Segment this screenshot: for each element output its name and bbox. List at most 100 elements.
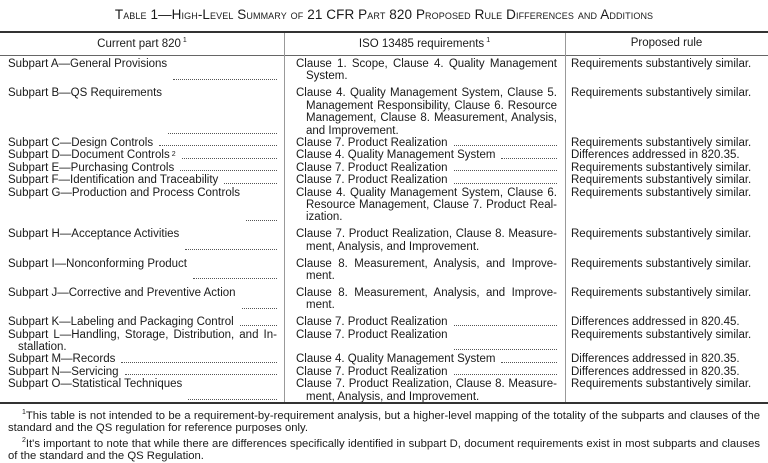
dot-leader — [181, 149, 277, 159]
cell-iso: Clause 4. Quality Management System — [284, 149, 565, 161]
cell-text: Clause 7. Product Realization, Clause 8.… — [296, 228, 557, 253]
cell-iso: Clause 4. Quality Management System — [284, 353, 565, 365]
cell-text: Clause 7. Product Realization, Clause 8.… — [296, 378, 557, 403]
cell-text: Subpart O—Statistical Techniques — [8, 378, 183, 391]
cell-text: Requirements substantively similar. — [571, 257, 752, 270]
cell-current-part: Subpart J—Corrective and Preventive Acti… — [0, 287, 284, 312]
cell-text: Subpart C—Design Controls — [8, 136, 154, 149]
cell-proposed-rule: Differences addressed in 820.35. — [565, 353, 768, 365]
footnote-1: 1This table is not intended to be a requ… — [8, 407, 760, 435]
header-current-part: Current part 820 1 — [0, 37, 284, 50]
dot-leader — [453, 162, 557, 172]
footnote-ref: 1 — [182, 37, 187, 44]
cell-text: Subpart N—Servicing — [8, 365, 119, 378]
cell-text: Subpart B—QS Requirements — [8, 87, 163, 100]
footnote-2: 2It's important to note that while there… — [8, 435, 760, 463]
cell-text: Subpart E—Purchasing Controls — [8, 161, 175, 174]
cell-current-part: Subpart B—QS Requirements — [0, 87, 284, 137]
dot-leader — [241, 287, 277, 309]
cell-text: Subpart F—Identification and Traceabilit… — [8, 174, 219, 187]
cell-iso: Clause 7. Product Realization — [284, 329, 565, 354]
cell-current-part: Subpart M—Records — [0, 353, 284, 365]
cell-proposed-rule: Requirements substantively similar. — [565, 174, 768, 186]
cell-text: Clause 7. Product Realization — [296, 316, 448, 329]
top-rule — [0, 31, 768, 33]
cell-current-part: Subpart D—Document Controls 2 — [0, 149, 284, 161]
footnote-mark: 1 — [22, 409, 26, 416]
cell-proposed-rule: Differences addressed in 820.35. — [565, 149, 768, 161]
cell-current-part: Subpart L—Handling, Storage, Distributio… — [0, 329, 284, 354]
cell-iso: Clause 1. Scope, Clause 4. Quality Manag… — [284, 58, 565, 83]
dot-leader — [453, 137, 557, 147]
cell-current-part: Subpart C—Design Controls — [0, 137, 284, 149]
footnote-ref: 1 — [486, 37, 491, 44]
cell-text: Subpart G—Production and Process Control… — [8, 186, 241, 199]
cell-text: Differences addressed in 820.35. — [571, 365, 740, 378]
table-row: Subpart B—QS Requirements Clause 4. Quali… — [0, 87, 768, 137]
cell-text: Requirements substantively similar. — [571, 174, 752, 187]
cell-iso: Clause 7. Product Realization — [284, 137, 565, 149]
cell-proposed-rule: Requirements substantively similar. — [565, 378, 768, 403]
footnotes: 1This table is not intended to be a requ… — [8, 407, 760, 463]
footnote-text: This table is not intended to be a requi… — [8, 410, 760, 435]
header-label: Proposed rule — [630, 37, 703, 49]
footnote-mark: 2 — [22, 436, 26, 444]
cell-text: Requirements substantively similar. — [571, 58, 752, 70]
cell-text: Subpart M—Records — [8, 353, 116, 366]
cell-proposed-rule: Requirements substantively similar. — [565, 228, 768, 253]
cell-text: Requirements substantively similar. — [571, 286, 752, 299]
cell-text: Requirements substantively similar. — [571, 378, 752, 391]
cell-proposed-rule: Requirements substantively similar. — [565, 137, 768, 149]
cell-proposed-rule: Requirements substantively similar. — [565, 58, 768, 83]
cell-proposed-rule: Differences addressed in 820.45. — [565, 316, 768, 328]
cell-current-part: Subpart I—Nonconforming Product — [0, 258, 284, 283]
table-row: Subpart O—Statistical Techniques Clause 7… — [0, 378, 768, 403]
cell-text: Clause 8. Measurement, Analysis, and Imp… — [296, 286, 557, 312]
dot-leader — [453, 174, 557, 184]
header-label: Current part 820 — [97, 38, 181, 50]
cell-iso: Clause 7. Product Realization, Clause 8.… — [284, 378, 565, 403]
cell-text: Requirements substantively similar. — [571, 328, 752, 341]
cell-text: Differences addressed in 820.45. — [571, 316, 740, 329]
bottom-rule — [0, 402, 768, 404]
cell-proposed-rule: Requirements substantively similar. — [565, 162, 768, 174]
dot-leader — [180, 162, 277, 172]
header-label: ISO 13485 requirements — [358, 38, 485, 50]
cell-iso: Clause 4. Quality Management System, Cla… — [284, 187, 565, 224]
cell-text: Clause 7. Product Realization — [296, 136, 448, 149]
column-divider — [284, 33, 285, 402]
column-divider — [565, 33, 566, 402]
cell-proposed-rule: Requirements substantively similar. — [565, 258, 768, 283]
cell-text: Clause 1. Scope, Clause 4. Quality Manag… — [296, 58, 557, 83]
footnote-text: It's important to note that while there … — [8, 437, 760, 463]
cell-text: Clause 7. Product Realization — [296, 161, 448, 174]
cell-current-part: Subpart G—Production and Process Control… — [0, 187, 284, 224]
table-body: Subpart A—General Provisions Clause 1. Sc… — [0, 58, 768, 403]
cell-text: Subpart J—Corrective and Preventive Acti… — [8, 286, 236, 299]
cell-text: Subpart K—Labeling and Packaging Control — [8, 316, 234, 329]
dot-leader — [121, 353, 277, 363]
cell-text: Requirements substantively similar. — [571, 228, 752, 241]
dot-leader — [173, 58, 277, 80]
dot-leader — [188, 378, 277, 401]
dot-leader — [159, 137, 277, 147]
header-iso: ISO 13485 requirements 1 — [284, 37, 565, 50]
cell-current-part: Subpart N—Servicing — [0, 366, 284, 378]
cell-current-part: Subpart E—Purchasing Controls — [0, 162, 284, 174]
table-row: Subpart F—Identification and Traceabilit… — [0, 174, 768, 186]
cell-iso: Clause 4. Quality Management System, Cla… — [284, 87, 565, 137]
cell-text: Differences addressed in 820.35. — [571, 353, 740, 366]
table-row: Subpart N—Servicing Clause 7. Product Rea… — [0, 366, 768, 378]
cell-text: Clause 4. Quality Management System — [296, 149, 496, 162]
cell-iso: Clause 7. Product Realization — [284, 174, 565, 186]
cell-iso: Clause 7. Product Realization — [284, 366, 565, 378]
cell-iso: Clause 7. Product Realization — [284, 162, 565, 174]
dot-leader — [168, 87, 277, 134]
cell-proposed-rule: Requirements substantively similar. — [565, 187, 768, 224]
cell-text: Clause 4. Quality Management System — [296, 353, 496, 366]
dot-leader — [185, 228, 277, 251]
dot-leader — [501, 353, 557, 363]
cell-text: Subpart L—Handling, Storage, Distributio… — [8, 328, 277, 354]
cell-iso: Clause 8. Measurement, Analysis, and Imp… — [284, 258, 565, 283]
dot-leader — [192, 258, 277, 280]
